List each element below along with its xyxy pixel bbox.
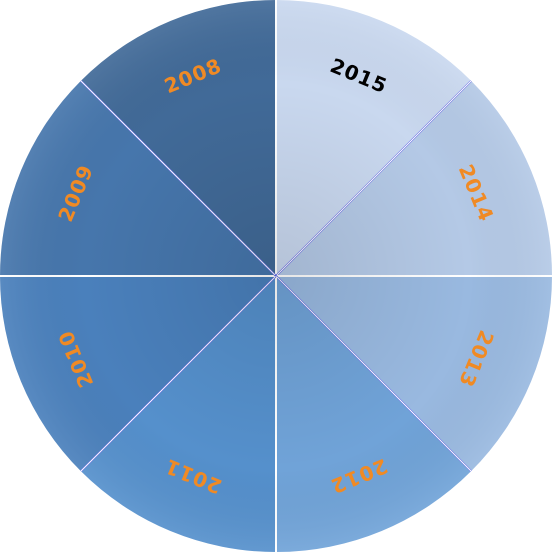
- year-wheel-diagram: 20152014201320122011201020092008: [0, 0, 552, 552]
